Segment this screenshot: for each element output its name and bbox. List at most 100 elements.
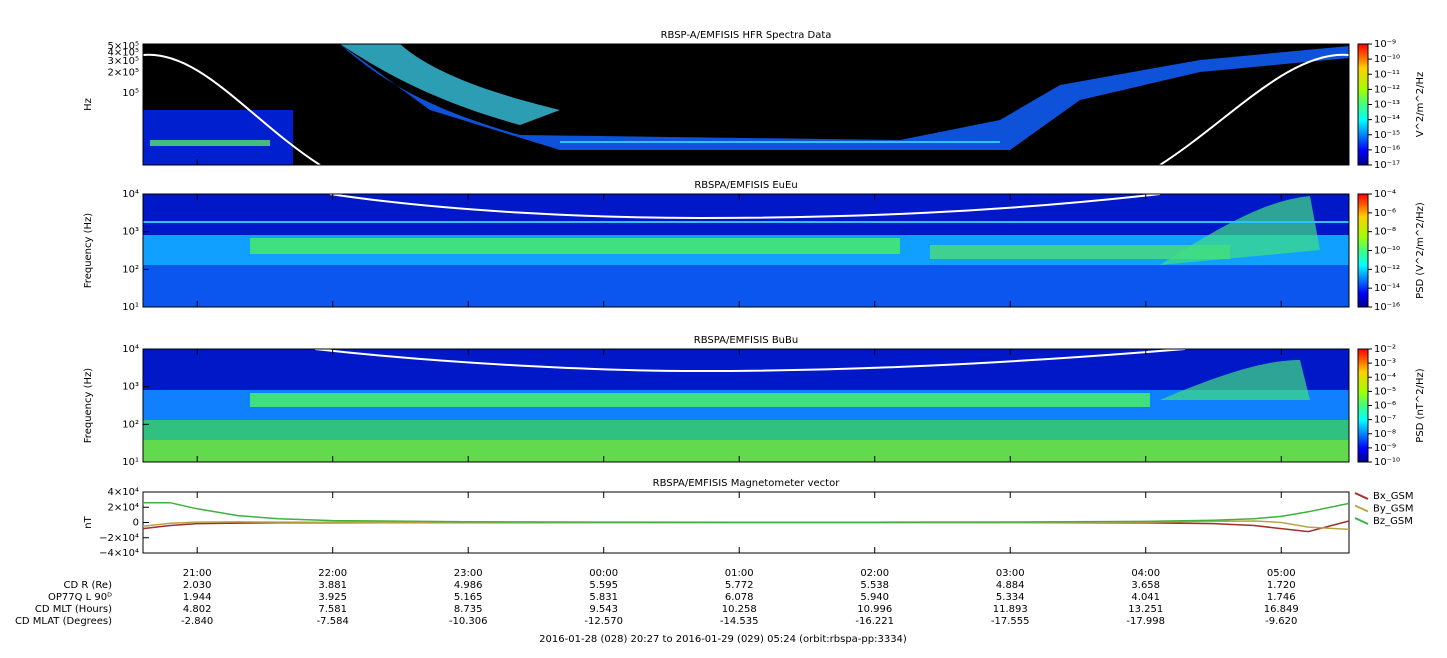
ephemeris-value: 1.746 [1267,592,1296,603]
ephemeris-value: 5.538 [860,580,889,591]
ephemeris-value: 5.772 [725,580,754,591]
ephemeris-label: OP77Q L 90ᴰ [48,592,112,603]
spectrogram-image [143,193,1349,307]
ephemeris-value: 3.881 [318,580,347,591]
colorbar-tick-label: 10⁻⁴ [1374,189,1396,200]
ephemeris-value: 13.251 [1128,604,1163,615]
ephemeris-value: 16.849 [1264,604,1299,615]
colorbar-tick-label: 10⁻¹⁴ [1374,283,1400,294]
ephemeris-value: -17.998 [1126,616,1165,627]
y-tick-label: 2×10⁴ [108,502,139,513]
ephemeris-value: 10.996 [857,604,892,615]
colorbar-tick-label: 10⁻¹⁴ [1374,115,1400,126]
ephemeris-value: 8.735 [454,604,483,615]
colorbar-tick-label: 10⁻¹² [1374,264,1400,275]
ephemeris-value: 6.078 [725,592,754,603]
colorbar-tick-label: 10⁻⁹ [1374,443,1396,454]
y-tick-label: 10⁴ [122,189,139,200]
legend-label: By_GSM [1373,504,1414,515]
ephemeris-value: 11.893 [993,604,1028,615]
ephemeris-value: 5.334 [996,592,1025,603]
ephemeris-value: -12.570 [584,616,623,627]
colorbar-label: PSD (nT^2/Hz) [1415,368,1426,442]
colorbar-tick-label: 10⁻¹⁰ [1374,457,1400,468]
legend-swatch [1354,492,1369,500]
ephemeris-value: 5.940 [860,592,889,603]
y-axis-label: Hz [83,98,94,111]
ephemeris-value: 5.165 [454,592,483,603]
ephemeris-value: 3.658 [1131,580,1160,591]
ephemeris-value: 10.258 [722,604,757,615]
y-tick-label: −4×10⁴ [99,548,139,559]
x-tick-label: 00:00 [589,568,618,579]
colorbar-tick-label: 10⁻¹² [1374,84,1400,95]
series-line [143,501,1350,524]
panel-title: RBSPA/EMFISIS Magnetometer vector [653,478,841,489]
colorbar-tick-label: 10⁻⁸ [1374,227,1396,238]
ephemeris-value: 2.030 [183,580,212,591]
y-tick-label: 10¹ [122,302,139,313]
plot-frame [142,43,1350,166]
ephemeris-value: 9.543 [589,604,618,615]
plot-frame [142,348,1350,463]
ephemeris-value: 1.944 [183,592,212,603]
ephemeris-value: -16.221 [855,616,894,627]
ephemeris-value: 5.831 [589,592,618,603]
ephemeris-value: -7.584 [317,616,349,627]
ephemeris-value: 4.041 [1131,592,1160,603]
ephemeris-label: CD R (Re) [64,580,113,591]
y-tick-label: 10³ [122,227,139,238]
ephemeris-label: CD MLT (Hours) [35,604,112,615]
x-tick-label: 02:00 [860,568,889,579]
colorbar-tick-label: 10⁻⁶ [1374,208,1396,219]
legend-label: Bx_GSM [1373,491,1414,502]
ephemeris-value: 5.595 [589,580,618,591]
ephemeris-value: 7.581 [318,604,347,615]
colorbar-tick-label: 10⁻² [1374,344,1396,355]
x-tick-label: 03:00 [996,568,1025,579]
ephemeris-value: 4.986 [454,580,483,591]
y-tick-label: 2×10⁵ [108,68,139,79]
y-tick-label: 0 [133,518,139,529]
y-axis-label: Frequency (Hz) [83,368,94,444]
ephemeris-label: CD MLAT (Degrees) [15,616,112,627]
ephemeris-value: 3.925 [318,592,347,603]
colorbar-tick-label: 10⁻¹³ [1374,100,1400,111]
panel-title: RBSPA/EMFISIS EuEu [694,180,797,191]
y-tick-label: 10² [122,419,139,430]
colorbar-tick-label: 10⁻⁴ [1374,372,1396,383]
ephemeris-value: 4.802 [183,604,212,615]
plot-frame [142,193,1350,308]
colorbar-tick-label: 10⁻¹⁰ [1374,54,1400,65]
ephemeris-value: -10.306 [449,616,488,627]
colorbar-tick-label: 10⁻¹⁷ [1374,160,1400,171]
x-tick-label: 04:00 [1131,568,1160,579]
y-tick-label: 10¹ [122,457,139,468]
y-tick-label: 10⁴ [122,344,139,355]
colorbar-tick-label: 10⁻⁹ [1374,39,1396,50]
ephemeris-value: -2.840 [181,616,213,627]
ephemeris-value: -14.535 [720,616,759,627]
ephemeris-value: 4.884 [996,580,1025,591]
footer: 2016-01-28 (028) 20:27 to 2016-01-29 (02… [539,634,907,645]
legend-swatch [1354,504,1369,513]
colorbar-tick-label: 10⁻⁶ [1374,401,1396,412]
y-axis-label: Frequency (Hz) [83,213,94,289]
y-tick-label: 10² [122,264,139,275]
legend-label: Bz_GSM [1373,516,1413,527]
colorbar-tick-label: 10⁻¹⁰ [1374,246,1400,257]
y-tick-label: 3×10⁵ [108,56,139,67]
x-tick-label: 05:00 [1267,568,1296,579]
colorbar-label: V^2/m^2/Hz [1415,72,1426,138]
panel-title: RBSP-A/EMFISIS HFR Spectra Data [661,30,832,41]
y-tick-label: 10⁵ [122,88,139,99]
colorbar-tick-label: 10⁻⁸ [1374,429,1396,440]
y-tick-label: 4×10⁵ [108,47,139,58]
ephemeris-value: -17.555 [991,616,1030,627]
x-tick-label: 21:00 [183,568,212,579]
panel-title: RBSPA/EMFISIS BuBu [694,335,798,346]
y-tick-label: 4×10⁴ [108,487,139,498]
colorbar-label: PSD (V^2/m^2/Hz) [1415,202,1426,299]
